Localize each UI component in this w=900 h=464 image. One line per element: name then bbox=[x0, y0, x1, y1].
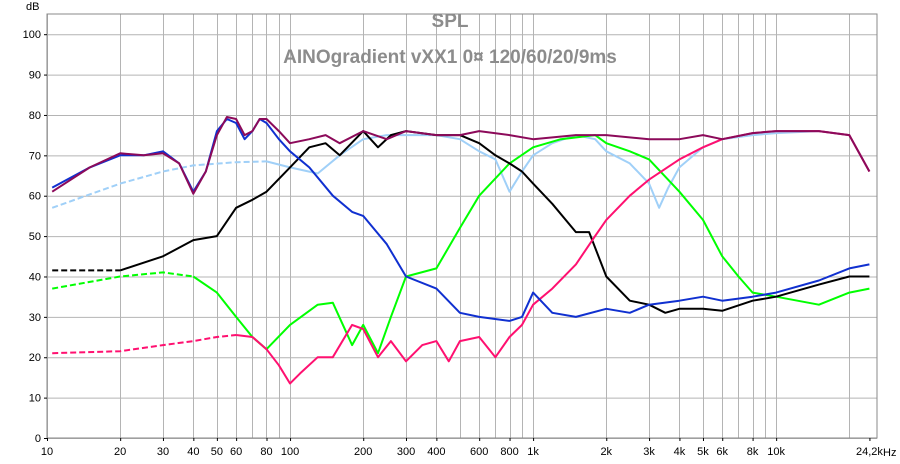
series-line-1 bbox=[192, 134, 870, 355]
y-tick-label: 60 bbox=[29, 191, 41, 203]
x-tick-label: 20 bbox=[114, 446, 126, 458]
y-tick-label: 30 bbox=[29, 312, 41, 324]
series-line-2 bbox=[119, 130, 870, 314]
series-line-3 bbox=[235, 130, 871, 385]
x-tick-label: 60 bbox=[230, 446, 242, 458]
series-line-3-dashed bbox=[52, 334, 237, 355]
x-tick-label: 10 bbox=[41, 446, 53, 458]
x-tick-label: 200 bbox=[354, 446, 372, 458]
x-tick-label: 100 bbox=[281, 446, 299, 458]
x-tick-label: 4k bbox=[674, 446, 686, 458]
y-axis-unit: dB bbox=[26, 1, 39, 13]
x-tick-label: 40 bbox=[187, 446, 199, 458]
x-tick-label: 3k bbox=[643, 446, 655, 458]
x-tick-label: 300 bbox=[397, 446, 415, 458]
x-tick-label: 24,2k bbox=[856, 446, 883, 458]
x-tick-label: 1k bbox=[527, 446, 539, 458]
x-tick-label: 5k bbox=[697, 446, 709, 458]
y-tick-label: 90 bbox=[29, 70, 41, 82]
x-tick-label: 2k bbox=[600, 446, 612, 458]
y-tick-label: 20 bbox=[29, 352, 41, 364]
x-tick-label: 10k bbox=[767, 446, 785, 458]
x-tick-label: 8k bbox=[747, 446, 759, 458]
series-group bbox=[51, 116, 871, 385]
y-tick-label: 80 bbox=[29, 110, 41, 122]
y-tick-label: 100 bbox=[23, 29, 41, 41]
chart-subtitle: AINOgradient vXX1 0¤ 120/60/20/9ms bbox=[283, 47, 617, 68]
x-tick-label: 50 bbox=[211, 446, 223, 458]
x-tick-label: 800 bbox=[500, 446, 518, 458]
x-tick-label: 30 bbox=[157, 446, 169, 458]
y-tick-label: 10 bbox=[29, 393, 41, 405]
y-axis-ticks: 0 10 20 30 40 50 60 70 80 90 100 bbox=[23, 29, 47, 445]
x-tick-label: 6k bbox=[716, 446, 728, 458]
x-tick-label: 600 bbox=[470, 446, 488, 458]
x-axis-ticks: 10 20 30 40 50 60 80 100 200 300 400 600 800 1k 2k 3k 4k… bbox=[41, 438, 883, 458]
x-tick-label: 80 bbox=[260, 446, 272, 458]
y-tick-label: 40 bbox=[29, 271, 41, 283]
y-tick-label: 0 bbox=[35, 433, 41, 445]
y-tick-label: 70 bbox=[29, 150, 41, 162]
series-line-1-dashed bbox=[52, 271, 194, 290]
y-tick-label: 50 bbox=[29, 231, 41, 243]
plot-frame bbox=[46, 13, 878, 439]
chart-title: SPL bbox=[432, 11, 469, 32]
x-axis-unit: Hz bbox=[883, 447, 896, 459]
x-tick-label: 400 bbox=[427, 446, 445, 458]
series-line-5 bbox=[51, 116, 871, 195]
